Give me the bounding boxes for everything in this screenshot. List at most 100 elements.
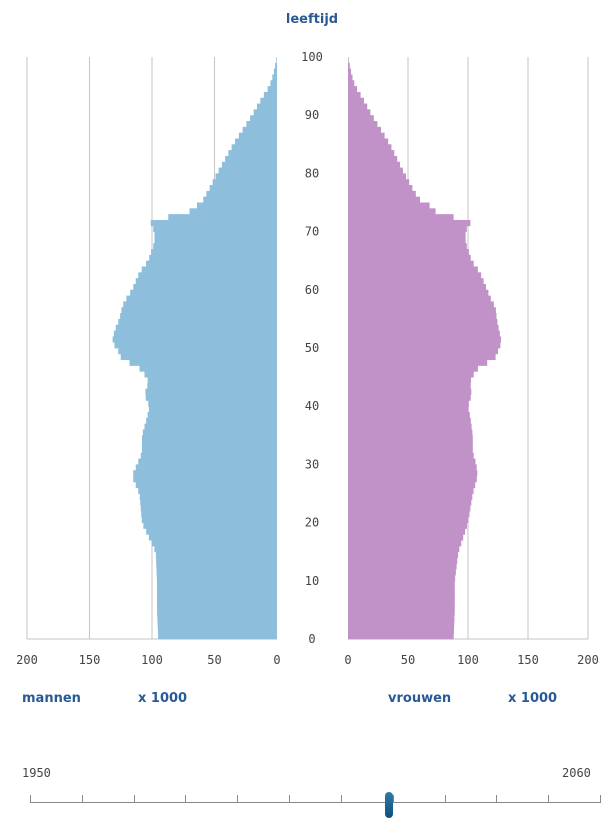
bar-men-age-44 [147,377,277,384]
bar-women-age-47 [348,359,488,366]
bar-women-age-67 [348,243,467,250]
slider-start-label: 1950 [22,766,51,780]
bar-women-age-53 [348,324,499,331]
bar-women-age-70 [348,225,467,232]
slider-end-label: 2060 [562,766,591,780]
bar-men-age-11 [156,569,277,576]
bar-women-age-11 [348,569,456,576]
bar-men-age-12 [156,563,277,570]
men-value-tick-0: 0 [273,653,280,667]
bar-women-age-69 [348,231,466,238]
bar-men-age-75 [203,196,277,203]
bar-women-age-26 [348,481,476,489]
bar-women-age-61 [348,278,484,285]
bar-women-age-10 [348,574,456,582]
bar-men-age-25 [138,487,277,494]
bar-women-age-16 [348,540,462,547]
bar-women-age-58 [348,295,491,302]
bar-women-age-1 [348,627,454,634]
bar-men-age-36 [144,423,277,430]
bar-women-age-97 [348,68,351,75]
bar-women-age-12 [348,563,457,570]
bar-men-age-95 [270,80,277,87]
bar-women-age-41 [348,394,471,401]
bar-women-age-25 [348,487,474,494]
bar-women-age-15 [348,545,460,553]
age-tick-30: 30 [305,457,319,471]
bar-men-age-41 [145,394,277,401]
bar-men-age-23 [140,499,277,506]
year-slider-track[interactable] [30,802,600,803]
bar-men-age-77 [209,185,277,192]
bar-men-age-15 [154,545,277,553]
bar-women-age-32 [348,446,473,454]
bar-men-age-84 [231,144,277,151]
bar-women-age-54 [348,318,498,326]
bar-women-age-6 [348,598,455,605]
population-pyramid-chart: 0 10 20 30 40 50 60 70 80 90 100 0 0 50 50 100 100 150 150… [16,12,599,706]
bar-men-age-40 [148,400,277,407]
age-tick-100: 100 [301,50,323,64]
bar-women-age-14 [348,551,459,558]
bar-men-age-68 [154,237,277,244]
slider-tick [289,795,291,803]
men-value-tick-50: 50 [207,653,221,667]
bar-women-age-98 [348,62,350,70]
bar-women-age-99 [348,57,349,64]
bar-men-age-62 [138,272,277,279]
bar-women-age-42 [348,388,472,395]
bar-men-age-10 [156,574,277,582]
bar-men-age-76 [206,190,277,198]
slider-tick [237,795,239,803]
bar-women-age-90 [348,109,371,116]
men-value-tick-150: 150 [79,653,101,667]
bar-women-age-0 [348,633,454,640]
bar-men-age-69 [154,231,277,238]
bar-men-age-64 [146,260,277,267]
bar-men-age-83 [228,150,277,157]
bar-women-age-52 [348,330,500,337]
age-tick-80: 80 [305,166,319,180]
women-value-tick-0: 0 [344,653,351,667]
bar-men-age-9 [157,580,277,588]
bar-men-age-46 [139,365,277,372]
bar-men-age-26 [135,481,277,489]
bar-men-age-51 [112,336,277,343]
bar-women-age-72 [348,214,454,221]
bar-men-age-24 [139,493,277,500]
bar-men-age-56 [121,307,277,314]
bar-women-age-82 [348,155,398,163]
bar-women-age-28 [348,470,478,477]
bar-men-age-39 [148,406,277,413]
bar-women-age-80 [348,167,403,174]
bar-women-age-30 [348,458,476,465]
bar-men-age-47 [129,359,277,366]
age-tick-20: 20 [305,516,319,530]
women-value-tick-100: 100 [457,653,479,667]
bar-women-age-4 [348,609,455,617]
bar-women-age-75 [348,196,420,203]
age-tick-0: 0 [308,632,315,646]
bar-men-age-8 [157,586,277,593]
slider-tick [548,795,550,803]
bar-men-age-2 [157,621,277,628]
year-slider-thumb[interactable] [385,792,394,818]
bar-women-age-45 [348,371,474,378]
bar-women-age-9 [348,580,455,588]
bar-women-age-7 [348,592,455,599]
bar-women-age-94 [348,86,357,93]
bar-women-age-87 [348,126,381,134]
bar-women-age-27 [348,476,477,483]
bar-men-age-16 [151,540,277,547]
bar-men-age-37 [146,417,277,425]
slider-tick [444,795,446,803]
bar-men-age-20 [141,516,277,523]
bar-men-age-17 [148,534,277,541]
bar-women-age-48 [348,353,496,361]
bar-men-age-98 [275,62,277,70]
bar-women-age-33 [348,441,473,448]
women-value-tick-150: 150 [517,653,539,667]
bar-men-age-45 [144,371,277,378]
bar-women-age-21 [348,510,470,518]
bar-men-age-7 [157,592,277,599]
